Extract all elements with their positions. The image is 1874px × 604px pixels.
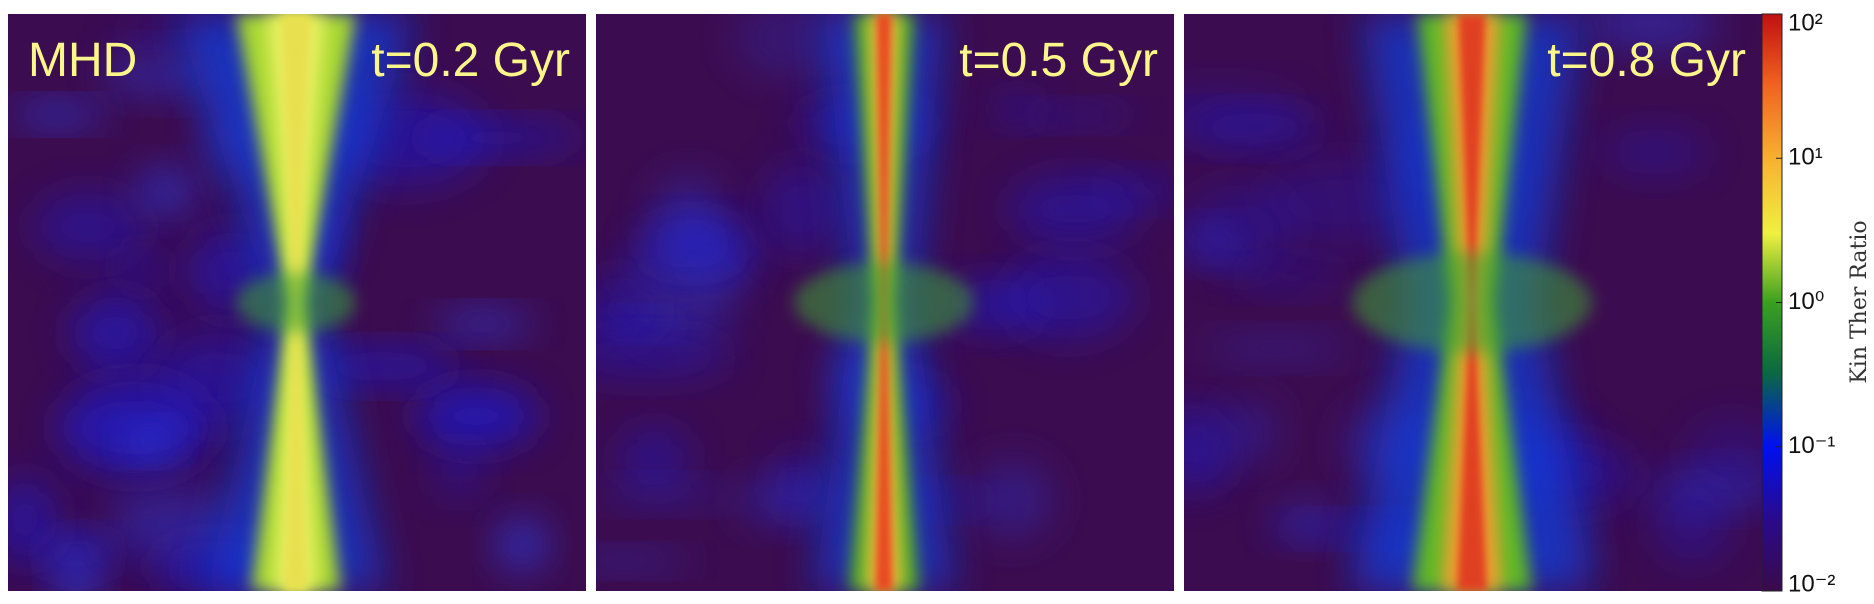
colorbar-tick-label: 10⁻²: [1788, 570, 1835, 597]
panel-label: MHD: [28, 34, 137, 87]
turbulence: [1599, 128, 1711, 176]
panel-time: t=0.5 Gyr: [959, 34, 1158, 87]
colorbar-tick-label: 10⁰: [1788, 288, 1824, 315]
turbulence: [597, 482, 740, 508]
turbulence: [1184, 183, 1297, 273]
turbulence: [496, 519, 547, 571]
turbulence: [618, 427, 691, 490]
turbulence: [415, 386, 538, 447]
turbulence: [760, 161, 840, 257]
disk: [236, 272, 356, 333]
panel: t=0.5 Gyr: [596, 14, 1174, 591]
turbulence: [9, 102, 106, 126]
turbulence: [33, 192, 144, 262]
turbulence: [1584, 14, 1719, 50]
turbulence: [989, 93, 1047, 125]
panel-time: t=0.2 Gyr: [371, 34, 570, 87]
turbulence: [637, 217, 747, 269]
panel: t=0.8 Gyr: [1184, 14, 1762, 591]
turbulence: [119, 244, 162, 290]
colorbar-label: Kin Ther Ratio: [1847, 220, 1872, 383]
turbulence: [433, 311, 533, 338]
turbulence: [596, 336, 735, 379]
turbulence: [973, 461, 1052, 538]
panel-time: t=0.8 Gyr: [1547, 34, 1746, 87]
turbulence: [70, 294, 161, 372]
disk: [794, 262, 974, 343]
turbulence: [1007, 174, 1145, 243]
turbulence: [1184, 110, 1326, 147]
panels: MHD t=0.2 Gyr t=0.5 Gyr t=0.8 Gyr: [8, 14, 1762, 591]
panel: MHD t=0.2 Gyr: [8, 14, 586, 591]
colorbar-tick-label: 10¹: [1788, 144, 1823, 171]
panel-image: [596, 14, 1174, 591]
turbulence: [596, 272, 658, 346]
turbulence: [1260, 159, 1426, 245]
turbulence: [1684, 419, 1762, 493]
colorbar-axis: 10² 10¹ 10⁰ 10⁻¹ 10⁻²: [1776, 9, 1835, 597]
panel-image: [8, 14, 586, 591]
turbulence: [1272, 500, 1340, 542]
turbulence: [739, 478, 835, 525]
disk: [1352, 252, 1592, 353]
turbulence: [1184, 417, 1228, 497]
colorbar-tick-label: 10⁻¹: [1788, 432, 1835, 459]
turbulence: [1003, 255, 1135, 340]
turbulence: [596, 550, 691, 571]
turbulence: [58, 380, 212, 475]
turbulence: [1652, 483, 1733, 564]
colorbar-tick-label: 10²: [1788, 9, 1823, 36]
turbulence: [134, 167, 198, 216]
turbulence: [107, 488, 242, 556]
turbulence: [54, 534, 99, 591]
turbulence: [124, 426, 177, 456]
turbulence: [432, 443, 486, 500]
turbulence: [1199, 334, 1355, 363]
turbulence: [635, 284, 737, 343]
turbulence: [1018, 105, 1140, 126]
turbulence: [305, 348, 460, 384]
turbulence: [1231, 262, 1351, 292]
panel-image: [1184, 14, 1762, 591]
turbulence: [8, 476, 59, 563]
turbulence: [408, 123, 586, 152]
